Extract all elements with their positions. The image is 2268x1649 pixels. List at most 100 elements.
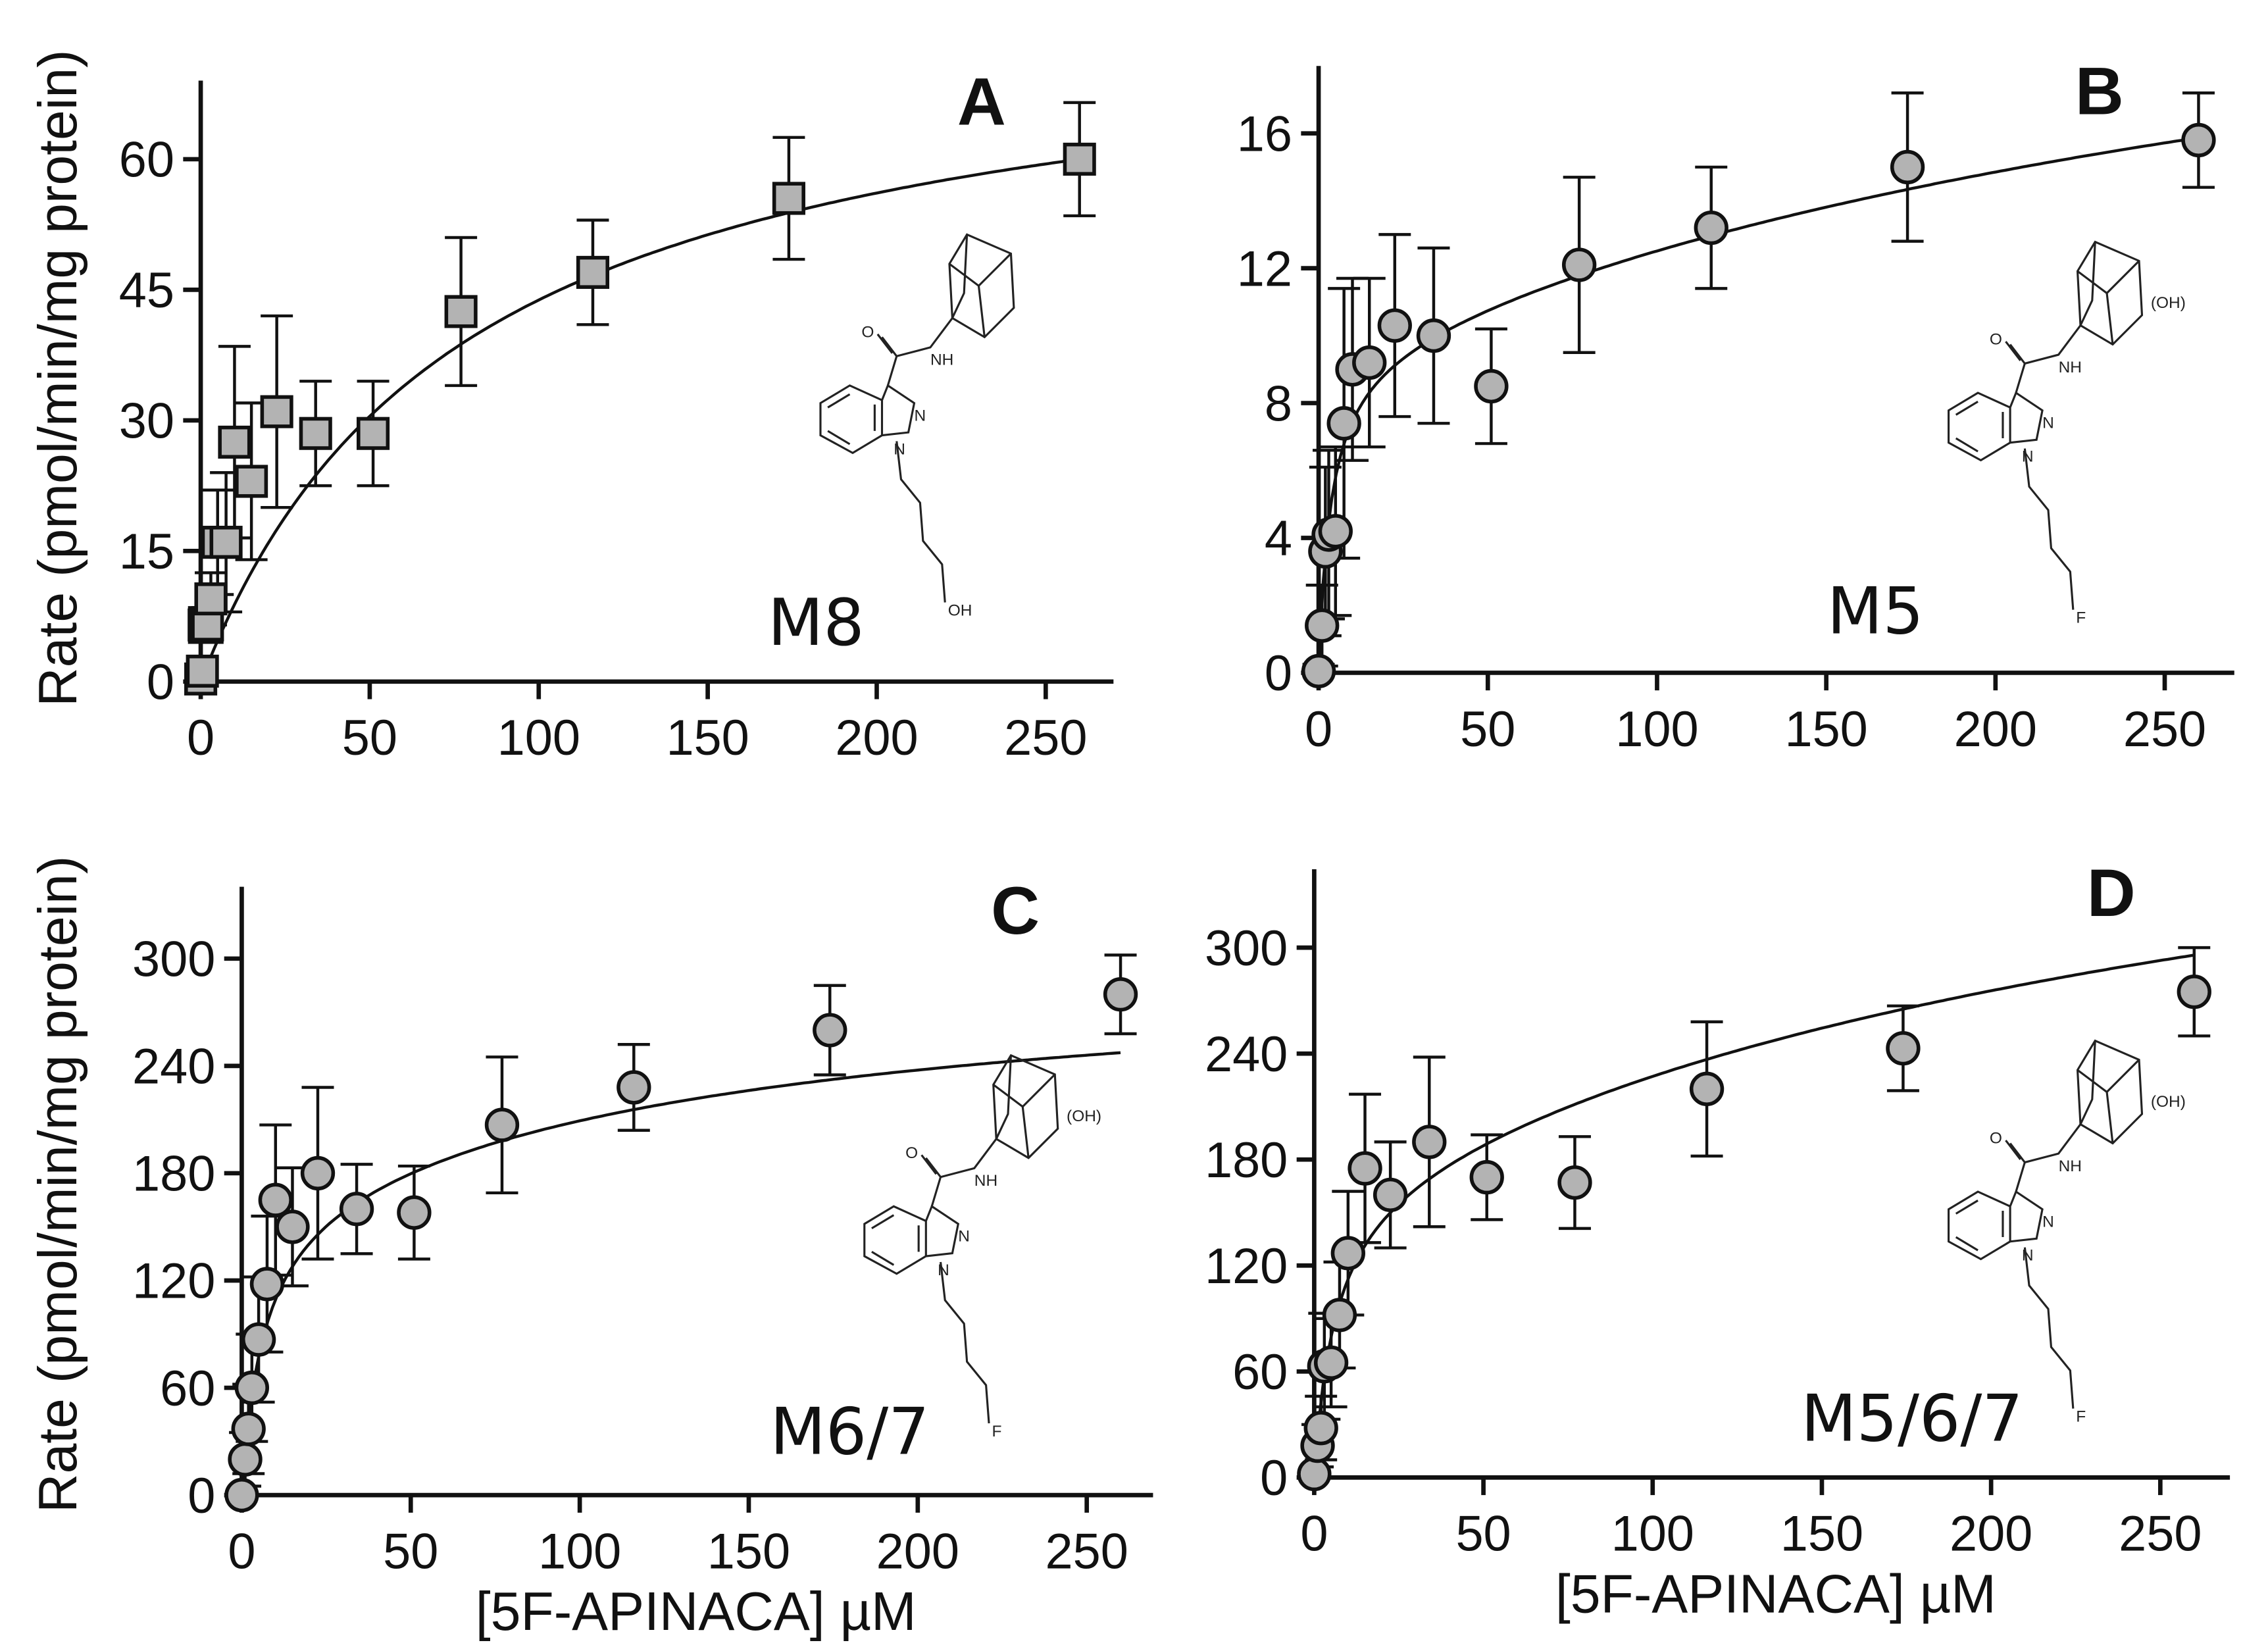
- x-tick-label: 250: [1004, 710, 1087, 766]
- y-tick-label: 60: [119, 132, 174, 188]
- panel-letter: C: [991, 873, 1040, 948]
- data-point: [258, 1182, 293, 1217]
- x-tick-label: 50: [1455, 1506, 1511, 1562]
- x-tick-label: 250: [1046, 1523, 1128, 1579]
- y-tick-label: 120: [1205, 1238, 1288, 1294]
- y-tick-label: 0: [188, 1468, 215, 1524]
- x-tick-label: 0: [187, 710, 214, 766]
- data-point: [235, 465, 268, 498]
- data-point: [1318, 514, 1353, 549]
- data-point: [300, 1155, 336, 1191]
- y-tick-label: 30: [119, 393, 174, 449]
- panel-b: 0 50 100 150 200 250 0 4 8 12 16 B M5 O NH (OH) NN F: [1237, 53, 2234, 757]
- data-point: [260, 395, 293, 428]
- panel-letter: A: [957, 63, 1006, 139]
- data-point: [241, 1322, 276, 1357]
- indazole-ring: [1948, 1190, 2044, 1261]
- data-point: [1303, 1411, 1338, 1446]
- structure-label-n2: N: [914, 407, 926, 424]
- data-point: [209, 526, 243, 559]
- adamantane-cage: [2076, 240, 2144, 346]
- x-tick-label: 200: [1950, 1506, 2032, 1562]
- indazole-ring: [1948, 391, 2044, 462]
- y-tick-label: 15: [119, 524, 174, 580]
- fit-curve: [1313, 953, 2195, 1478]
- data-point: [1348, 1151, 1382, 1186]
- amide-bond: [2005, 324, 2082, 393]
- y-axis-label-top: Rate (pmol/min/mg protein): [28, 50, 88, 707]
- data-point: [231, 1411, 266, 1446]
- data-point: [1469, 1159, 1504, 1195]
- x-tick-label: 200: [835, 710, 918, 766]
- structure-label-o: O: [1990, 1129, 2002, 1147]
- data-point: [194, 582, 228, 616]
- x-tick-label: 100: [497, 710, 580, 766]
- adamantane-cage: [992, 1053, 1059, 1159]
- y-tick-label: 0: [1265, 646, 1292, 701]
- y-tick-label: 60: [1232, 1344, 1288, 1400]
- data-point: [1373, 1177, 1408, 1213]
- fit-curve: [1317, 136, 2199, 673]
- data-point: [1305, 608, 1340, 643]
- y-axis-label-bottom: Rate (pmol/min/mg protein): [28, 856, 88, 1513]
- chemical-structure: O NH (OH) NN F: [1948, 1039, 2186, 1426]
- data-point: [1412, 1125, 1447, 1159]
- pentyl-chain: [895, 441, 946, 603]
- data-point: [1561, 247, 1597, 282]
- panel-d: 0 50 100 150 200 250 0 60 120 180 240 300 D M5/6/7 O NH…: [1205, 855, 2230, 1562]
- y-tick-label: 0: [147, 655, 174, 711]
- y-tick-label: 0: [1260, 1450, 1288, 1506]
- chemical-structure: O NH (OH) NN F: [1948, 240, 2186, 627]
- fit-curve: [240, 1051, 1121, 1496]
- metabolite-label: M8: [768, 586, 865, 661]
- data-point: [2177, 975, 2211, 1009]
- x-tick-label: 100: [1615, 701, 1698, 757]
- x-tick-label: 200: [876, 1523, 959, 1579]
- data-point: [2181, 122, 2216, 158]
- structure-label-n2: N: [2042, 1213, 2054, 1230]
- y-tick-label: 300: [1205, 921, 1288, 977]
- structure-label-nh: NH: [2059, 359, 2082, 376]
- data-point: [1474, 368, 1509, 404]
- structure-label-nh: NH: [2059, 1157, 2082, 1175]
- data-point: [224, 1477, 259, 1513]
- data-point: [186, 654, 219, 688]
- data-point: [1297, 1456, 1332, 1492]
- data-point: [249, 1267, 285, 1302]
- structure-label-terminal: F: [2076, 609, 2086, 627]
- structure-label-nh: NH: [974, 1172, 997, 1190]
- y-tick-label: 60: [160, 1361, 215, 1417]
- x-tick-label: 100: [538, 1523, 621, 1579]
- x-tick-label: 0: [1305, 701, 1332, 757]
- x-tick-label: 250: [2123, 701, 2206, 757]
- structure-label-oh-group: (OH): [2151, 294, 2186, 312]
- fit-curve: [199, 157, 1080, 682]
- x-tick-label: 150: [1784, 701, 1867, 757]
- y-tick-label: 12: [1237, 241, 1292, 297]
- data-point: [357, 417, 390, 450]
- structure-label-n2: N: [2042, 414, 2054, 432]
- metabolite-label: M6/7: [770, 1395, 929, 1470]
- pentyl-chain: [940, 1261, 990, 1424]
- data-point: [1330, 1236, 1365, 1271]
- structure-label-o: O: [905, 1144, 918, 1162]
- y-tick-label: 240: [1205, 1027, 1288, 1082]
- y-tick-label: 180: [1205, 1132, 1288, 1188]
- data-point: [299, 417, 332, 450]
- structure-label-oh-group: (OH): [1067, 1107, 1101, 1125]
- data-point: [1890, 149, 1925, 185]
- x-tick-label: 200: [1954, 701, 2037, 757]
- structure-label-terminal: F: [992, 1423, 1002, 1440]
- y-tick-label: 8: [1265, 376, 1292, 432]
- data-point: [484, 1107, 520, 1142]
- data-point: [1063, 142, 1096, 176]
- data-point: [1689, 1071, 1725, 1107]
- pentyl-chain: [2023, 448, 2075, 610]
- y-tick-label: 4: [1265, 511, 1292, 567]
- data-point: [1326, 406, 1361, 441]
- structure-label-n2: N: [958, 1228, 970, 1246]
- structure-label-terminal: OH: [948, 602, 972, 620]
- data-point: [1103, 977, 1138, 1012]
- x-tick-label: 150: [1780, 1506, 1863, 1562]
- data-point: [397, 1195, 432, 1230]
